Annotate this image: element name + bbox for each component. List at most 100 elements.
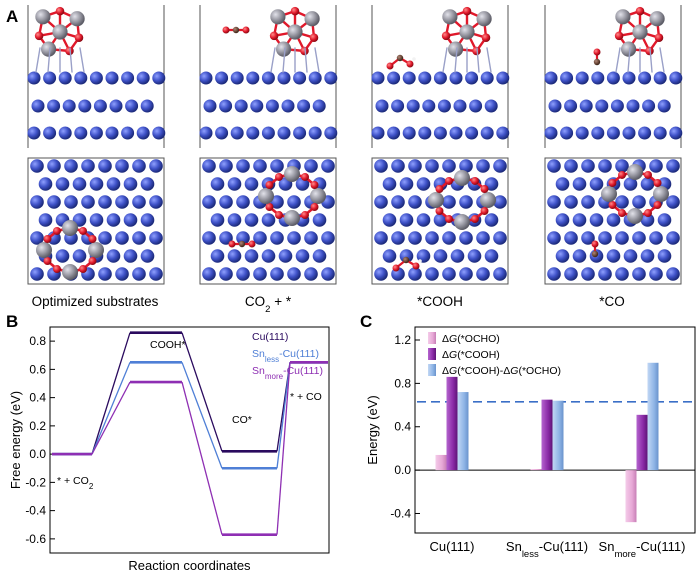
structure-captions: Optimized substrates CO2 + * *COOH *CO [32,294,625,315]
cu-atom [465,71,479,85]
cu-atom [459,159,473,173]
cu-atom [547,195,561,209]
series [52,361,328,536]
cu-atom [572,213,587,227]
cu-atom [375,99,389,113]
bar [457,392,469,471]
cu-atom [244,213,259,227]
cu-atom [270,231,284,245]
legend-entry: Cu(111) [252,331,288,343]
transition-line [276,362,291,535]
cu-atom [278,249,293,263]
cu-atom [442,267,456,281]
cu-atom [459,195,473,209]
cu-atom [442,159,456,173]
cu-atom [416,177,431,191]
y-tick-label: 0.0 [394,463,411,477]
sn-atom [454,214,470,230]
cu-atom [236,267,250,281]
sn-atom [428,192,444,208]
plot-frame [49,326,330,554]
cu-atom [437,99,451,113]
cu-atom [615,231,629,245]
cu-atom [105,126,119,140]
c-atom [232,26,240,34]
cu-atom [321,231,335,245]
cu-atom [595,99,609,113]
o-atom [74,33,84,42]
cu-atom [418,126,432,140]
cu-atom [544,126,558,140]
cu-atom [459,231,473,245]
bar [435,454,447,471]
cu-atom [391,159,405,173]
cu-atom [632,231,646,245]
cu-atom [666,231,680,245]
cu-atom [572,249,587,263]
cu-atom [638,126,652,140]
cu-atom [72,249,87,263]
cu-atom [202,267,216,281]
cu-atom [43,71,57,85]
plot-frame [414,326,696,534]
bond [442,47,448,73]
cu-atom [81,159,95,173]
cu-atom [43,126,57,140]
sn-atom [653,186,669,202]
cu-atom [105,71,119,85]
y-tick-label: -0.4 [25,504,46,518]
cu-atom [459,267,473,281]
cu-atom [564,231,578,245]
cu-atom [416,213,431,227]
cu-atom [387,126,401,140]
structure-column [371,5,510,285]
cu-atom [480,126,494,140]
top-view-cell [199,157,337,285]
o-atom [618,170,626,179]
cu-atom [38,177,53,191]
cu-atom [615,267,629,281]
cu-atom [579,99,593,113]
o-atom [275,172,283,181]
cu-atom [140,249,155,263]
sn-atom [69,11,85,27]
o-atom [472,46,481,56]
bond [282,47,286,73]
step-label: COOH* [150,339,186,351]
h-atom [418,259,422,263]
cu-atom [27,126,41,140]
legend-entry: Snless-Cu(111) [252,348,319,364]
y-tick-label: 0.8 [29,334,46,348]
y-tick-label: 1.2 [394,333,411,347]
cu-atom [493,267,507,281]
cu-atom [227,249,242,263]
cu-atom [202,231,216,245]
transition-line [91,332,131,455]
cu-atom [106,177,121,191]
cu-atom [422,99,436,113]
cu-atom [244,177,259,191]
cu-atom [425,159,439,173]
cu-atom [666,267,680,281]
cu-atom [649,231,663,245]
cu-atom [321,159,335,173]
cu-atom [476,159,490,173]
o-atom [301,172,309,181]
sn-atom [621,41,637,57]
cu-atom [277,126,291,140]
o-atom [618,209,626,218]
transition-line [181,332,223,452]
cu-atom [581,195,595,209]
x-category-label: Snmore-Cu(111) [599,539,686,560]
cu-atom [657,249,672,263]
bar [636,414,648,471]
sn-atom [442,9,458,25]
cu-atom [371,71,385,85]
cu-atom [581,159,595,173]
sn-atom [615,9,631,25]
c-atom [402,256,410,264]
cu-atom [312,249,327,263]
cu-atom [270,195,284,209]
bond [47,47,51,73]
cu-atom [30,195,44,209]
